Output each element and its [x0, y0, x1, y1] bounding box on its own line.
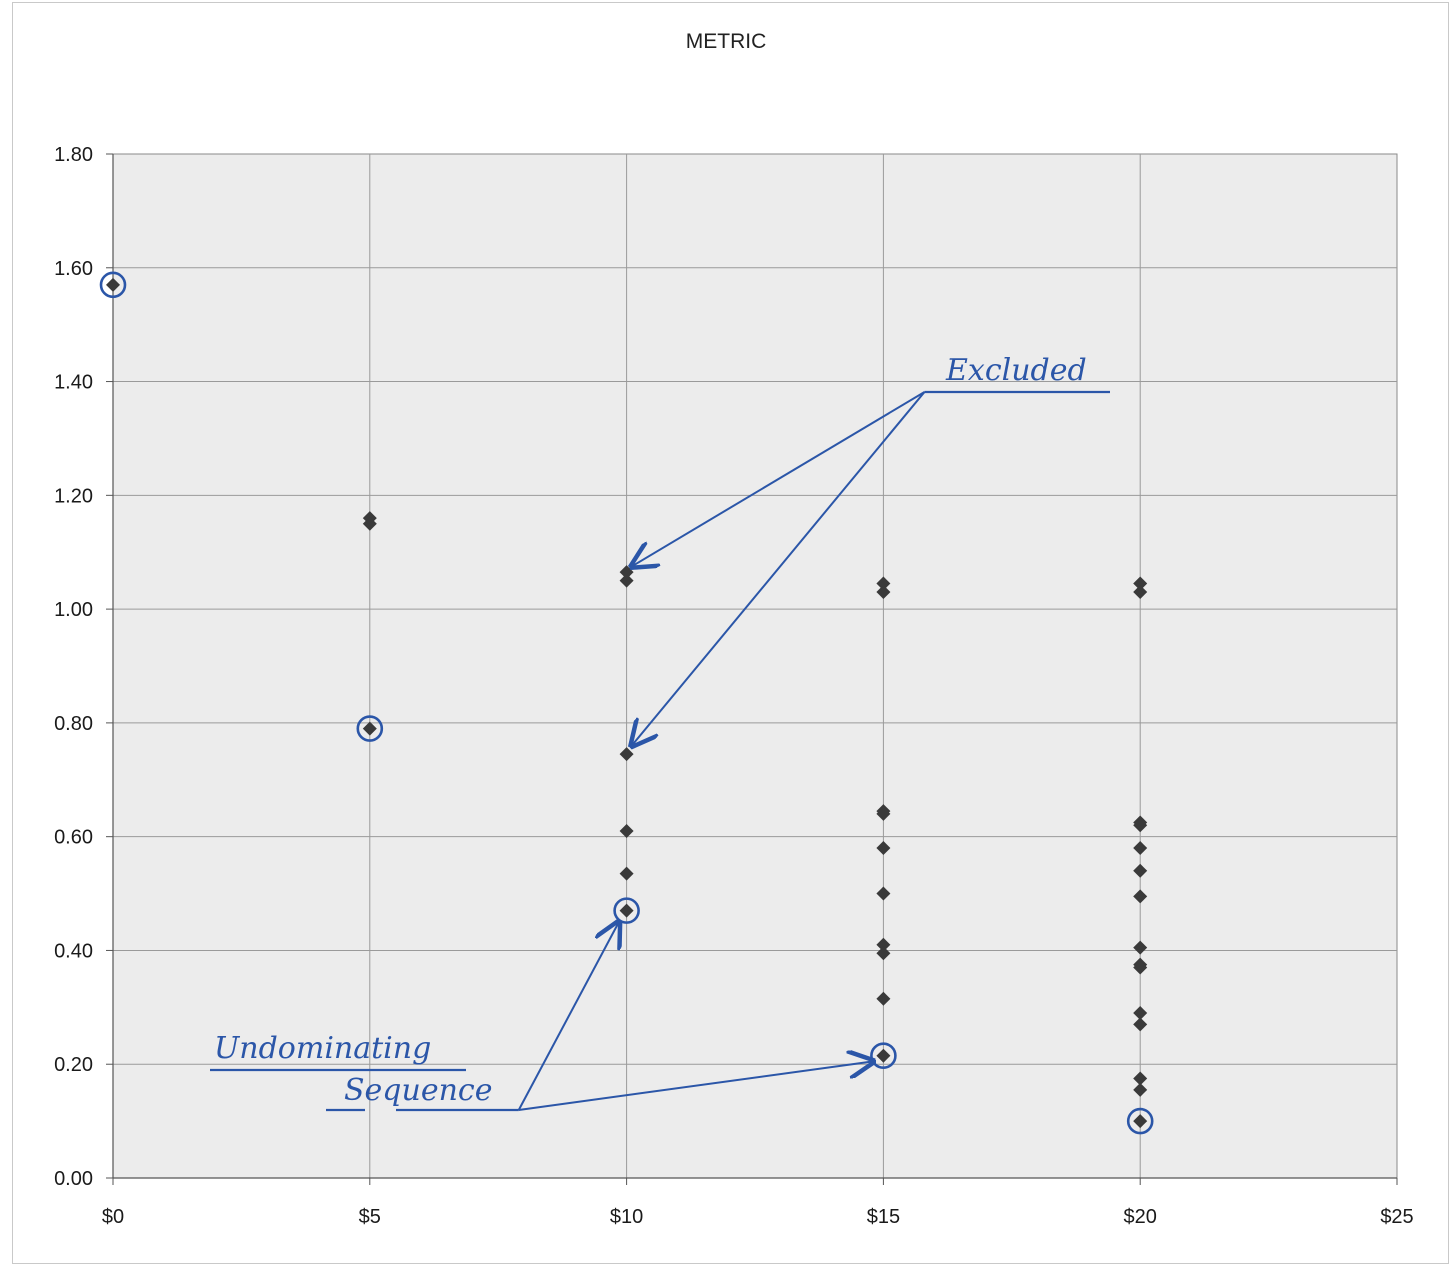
- data-point: [1133, 1114, 1148, 1129]
- chart-title: METRIC: [685, 30, 767, 53]
- circled-point-marker: [1126, 1107, 1154, 1135]
- annotation-arrow: [632, 391, 925, 566]
- plot-area: [112, 153, 1398, 1179]
- y-tick-label: 0.00: [54, 1168, 93, 1190]
- x-tick-label: $10: [610, 1206, 643, 1228]
- annotation-undominating: Undominating: [214, 1031, 431, 1066]
- handwritten-annotations: Excluded Undominating Sequence: [99, 271, 1154, 1135]
- data-point: [1133, 889, 1148, 904]
- x-tick-label: $5: [359, 1206, 381, 1228]
- y-tick-label: 0.60: [54, 827, 93, 849]
- data-point: [1133, 1017, 1148, 1032]
- data-point: [1133, 960, 1148, 975]
- data-points: [106, 277, 1148, 1129]
- y-tick-label: 0.40: [54, 940, 93, 962]
- annotation-sequence: Sequence: [344, 1073, 492, 1108]
- data-point: [876, 806, 891, 821]
- y-tick-label: 1.40: [54, 372, 93, 394]
- data-point: [876, 937, 891, 952]
- data-point: [876, 841, 891, 856]
- data-point: [876, 576, 891, 591]
- circled-point-marker: [99, 271, 127, 299]
- x-tick-label: $15: [867, 1206, 900, 1228]
- gridlines: [113, 154, 1397, 1178]
- data-point: [876, 1048, 891, 1063]
- data-point: [362, 721, 377, 736]
- annotation-arrow: [632, 391, 926, 746]
- y-tick-label: 1.20: [54, 485, 93, 507]
- data-point: [1133, 1071, 1148, 1086]
- x-tick-label: $25: [1380, 1206, 1413, 1228]
- y-tick-label: 1.80: [54, 144, 93, 166]
- x-tick-label: $0: [102, 1206, 124, 1228]
- data-point: [1133, 576, 1148, 591]
- circled-point-marker: [356, 715, 384, 742]
- annotation-excluded: Excluded: [945, 353, 1087, 388]
- data-point: [619, 573, 634, 588]
- data-point: [876, 585, 891, 600]
- y-tick-label: 0.20: [54, 1054, 93, 1076]
- annotation-arrow: [518, 1061, 873, 1111]
- data-point: [876, 991, 891, 1006]
- data-point: [876, 946, 891, 961]
- data-point: [876, 886, 891, 901]
- data-point: [1133, 841, 1148, 856]
- data-point: [362, 516, 377, 531]
- y-tick-label: 1.60: [54, 258, 93, 280]
- data-point: [1133, 940, 1148, 955]
- x-tick-label: $20: [1124, 1206, 1157, 1228]
- tick-labels: 0.00 0.20 0.40 0.60 0.80 1.00 1.20 1.40 1.60 1.80…: [54, 144, 1414, 1228]
- annotation-arrow: [517, 922, 619, 1111]
- data-point: [619, 903, 634, 918]
- data-point: [1133, 863, 1148, 878]
- data-point: [1133, 1082, 1148, 1097]
- data-point: [619, 866, 634, 881]
- circled-point-marker: [613, 897, 640, 924]
- data-point: [619, 823, 634, 838]
- data-point: [1133, 585, 1148, 600]
- y-tick-label: 0.80: [54, 713, 93, 735]
- data-point: [106, 277, 120, 292]
- data-point: [1133, 818, 1148, 833]
- axes: [106, 153, 1398, 1185]
- data-point: [1133, 1006, 1148, 1021]
- y-tick-label: 1.00: [54, 599, 93, 621]
